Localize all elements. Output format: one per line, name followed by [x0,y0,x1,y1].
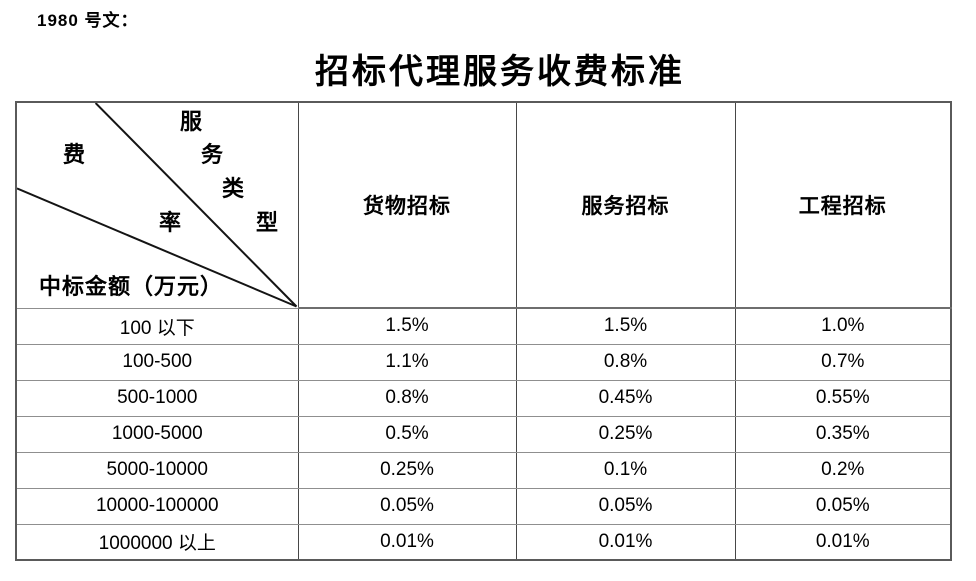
fee-cell: 1.5% [515,307,736,345]
fee-cell: 0.2% [734,451,952,489]
fee-cell: 0.01% [734,523,952,561]
doc-number-label: 1980 号文： [37,11,139,30]
fee-cell: 0.5% [297,415,517,453]
fee-cell: 0.01% [515,523,736,561]
row-label: 100-500 [15,343,299,381]
fee-cell: 0.05% [297,487,517,525]
corner-char-service-2: 务 [201,142,224,167]
row-label: 1000-5000 [15,415,299,453]
fee-cell: 0.55% [734,379,952,417]
table-row: 100 以下 1.5% 1.5% 1.0% [15,307,952,345]
page-title: 招标代理服务收费标准 [315,54,685,91]
column-header-goods: 货物招标 [297,101,517,309]
fee-cell: 0.35% [734,415,952,453]
row-label: 5000-10000 [15,451,299,489]
corner-char-fee-2: 率 [159,210,182,235]
corner-char-service-4: 型 [256,210,279,235]
row-label: 500-1000 [15,379,299,417]
table-row: 500-1000 0.8% 0.45% 0.55% [15,379,952,417]
corner-char-service-3: 类 [222,176,245,201]
table-row: 100-500 1.1% 0.8% 0.7% [15,343,952,381]
row-label: 10000-100000 [15,487,299,525]
table-row: 5000-10000 0.25% 0.1% 0.2% [15,451,952,489]
header-row: 费 率 服 务 类 型 中标金额（万元） 货物招标 服务招标 工程招标 [15,101,952,309]
row-label: 1000000 以上 [15,523,299,561]
fee-cell: 0.45% [515,379,736,417]
fee-cell: 0.25% [515,415,736,453]
corner-char-service-1: 服 [180,109,203,134]
fee-cell: 0.8% [515,343,736,381]
corner-row-axis-label: 中标金额（万元） [39,273,224,299]
corner-char-fee-1: 费 [63,142,86,167]
column-header-services: 服务招标 [515,101,736,309]
table-row: 10000-100000 0.05% 0.05% 0.05% [15,487,952,525]
fee-standard-table: 费 率 服 务 类 型 中标金额（万元） 货物招标 服务招标 工程招标 100 … [15,101,952,561]
diagonal-header-cell: 费 率 服 务 类 型 中标金额（万元） [15,101,299,309]
column-header-works: 工程招标 [734,101,952,309]
fee-cell: 0.8% [297,379,517,417]
fee-cell: 0.7% [734,343,952,381]
fee-cell: 0.01% [297,523,517,561]
row-label: 100 以下 [15,307,299,345]
fee-cell: 0.25% [297,451,517,489]
fee-cell: 1.5% [297,307,517,345]
fee-cell: 0.05% [515,487,736,525]
fee-cell: 0.05% [734,487,952,525]
fee-cell: 0.1% [515,451,736,489]
table-row: 1000000 以上 0.01% 0.01% 0.01% [15,523,952,561]
diagonal-lines [17,103,298,308]
fee-cell: 1.1% [297,343,517,381]
table-row: 1000-5000 0.5% 0.25% 0.35% [15,415,952,453]
diagonal-header-content: 费 率 服 务 类 型 中标金额（万元） [17,103,298,308]
fee-cell: 1.0% [734,307,952,345]
